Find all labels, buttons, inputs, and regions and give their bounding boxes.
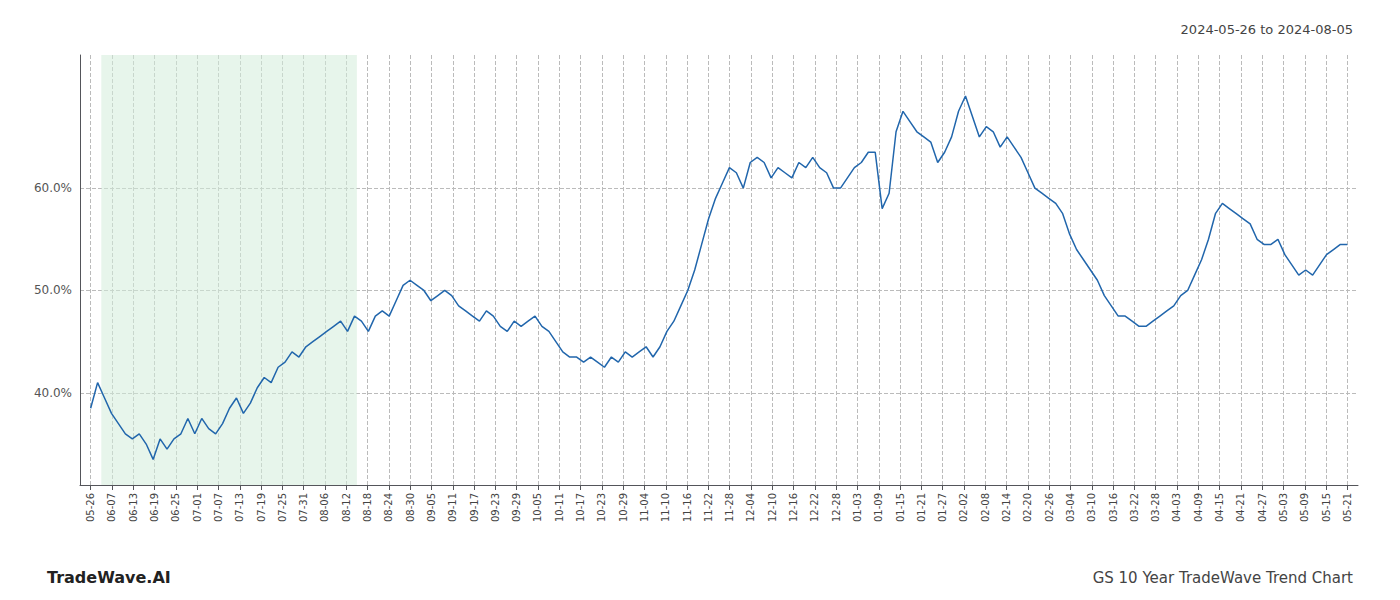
- svg-text:11-10: 11-10: [660, 493, 671, 522]
- svg-text:06-19: 06-19: [149, 493, 160, 522]
- svg-text:12-16: 12-16: [788, 493, 799, 522]
- svg-text:09-11: 09-11: [447, 493, 458, 522]
- svg-text:06-25: 06-25: [170, 493, 181, 522]
- svg-text:08-30: 08-30: [405, 493, 416, 522]
- svg-text:09-23: 09-23: [490, 493, 501, 522]
- svg-text:07-07: 07-07: [213, 493, 224, 522]
- svg-text:07-01: 07-01: [192, 493, 203, 522]
- svg-text:07-19: 07-19: [256, 493, 267, 522]
- svg-text:07-31: 07-31: [298, 493, 309, 522]
- svg-text:03-16: 03-16: [1108, 493, 1119, 522]
- svg-text:60.0%: 60.0%: [34, 181, 72, 195]
- svg-text:02-02: 02-02: [958, 493, 969, 522]
- svg-text:02-20: 02-20: [1022, 493, 1033, 522]
- svg-text:09-17: 09-17: [469, 493, 480, 522]
- svg-text:07-25: 07-25: [277, 493, 288, 522]
- svg-text:05-21: 05-21: [1342, 493, 1353, 522]
- svg-text:06-07: 06-07: [106, 493, 117, 522]
- svg-text:06-13: 06-13: [128, 493, 139, 522]
- svg-text:11-28: 11-28: [724, 493, 735, 522]
- svg-text:12-04: 12-04: [745, 493, 756, 522]
- svg-text:05-09: 05-09: [1299, 493, 1310, 522]
- svg-text:01-09: 01-09: [873, 493, 884, 522]
- svg-text:01-15: 01-15: [895, 493, 906, 522]
- svg-text:08-24: 08-24: [383, 493, 394, 522]
- svg-text:03-22: 03-22: [1129, 493, 1140, 522]
- svg-text:10-29: 10-29: [618, 493, 629, 522]
- svg-text:03-04: 03-04: [1065, 493, 1076, 522]
- svg-text:08-06: 08-06: [319, 493, 330, 522]
- svg-text:10-17: 10-17: [575, 493, 586, 522]
- svg-text:04-09: 04-09: [1193, 493, 1204, 522]
- svg-text:03-28: 03-28: [1150, 493, 1161, 522]
- svg-text:10-05: 10-05: [532, 493, 543, 522]
- svg-text:12-22: 12-22: [809, 493, 820, 522]
- svg-text:GS 10 Year TradeWave Trend Cha: GS 10 Year TradeWave Trend Chart: [1093, 569, 1353, 587]
- svg-text:05-15: 05-15: [1321, 493, 1332, 522]
- svg-text:09-05: 09-05: [426, 493, 437, 522]
- svg-text:07-13: 07-13: [234, 493, 245, 522]
- svg-text:40.0%: 40.0%: [34, 386, 72, 400]
- svg-text:04-27: 04-27: [1257, 493, 1268, 522]
- svg-text:12-28: 12-28: [831, 493, 842, 522]
- svg-text:11-16: 11-16: [682, 493, 693, 522]
- svg-text:12-10: 12-10: [767, 493, 778, 522]
- svg-text:04-21: 04-21: [1235, 493, 1246, 522]
- svg-text:05-26: 05-26: [85, 493, 96, 522]
- svg-text:01-21: 01-21: [916, 493, 927, 522]
- svg-text:2024-05-26 to 2024-08-05: 2024-05-26 to 2024-08-05: [1181, 22, 1353, 37]
- svg-text:11-04: 11-04: [639, 493, 650, 522]
- svg-text:10-23: 10-23: [596, 493, 607, 522]
- svg-text:50.0%: 50.0%: [34, 283, 72, 297]
- svg-text:11-22: 11-22: [703, 493, 714, 522]
- svg-text:02-26: 02-26: [1044, 493, 1055, 522]
- svg-text:04-15: 04-15: [1214, 493, 1225, 522]
- svg-text:03-10: 03-10: [1086, 493, 1097, 522]
- svg-text:02-14: 02-14: [1001, 493, 1012, 522]
- svg-text:TradeWave.AI: TradeWave.AI: [47, 568, 171, 587]
- svg-text:01-03: 01-03: [852, 493, 863, 522]
- svg-text:08-18: 08-18: [362, 493, 373, 522]
- svg-text:10-11: 10-11: [554, 493, 565, 522]
- svg-text:09-29: 09-29: [511, 493, 522, 522]
- svg-text:01-27: 01-27: [937, 493, 948, 522]
- svg-text:08-12: 08-12: [341, 493, 352, 522]
- svg-text:05-03: 05-03: [1278, 493, 1289, 522]
- svg-text:04-03: 04-03: [1171, 493, 1182, 522]
- svg-text:02-08: 02-08: [980, 493, 991, 522]
